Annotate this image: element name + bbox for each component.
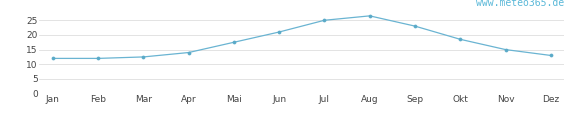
Text: www.meteo365.de: www.meteo365.de <box>476 0 564 8</box>
